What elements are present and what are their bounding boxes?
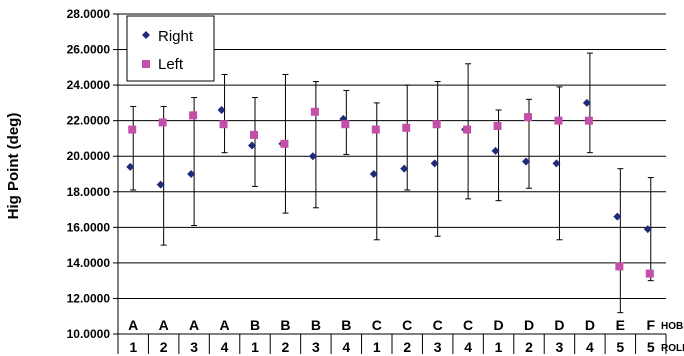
hobb-label: C xyxy=(463,317,473,333)
roll-label: 2 xyxy=(160,339,168,355)
roll-label: 2 xyxy=(282,339,290,355)
right-point xyxy=(369,170,378,178)
hobb-label: C xyxy=(372,317,382,333)
axis-layer xyxy=(113,13,667,354)
error-layer xyxy=(130,52,654,314)
roll-label: 3 xyxy=(556,339,564,355)
roll-label: 3 xyxy=(312,339,320,355)
hobb-label: F xyxy=(646,317,655,333)
roll-label: 3 xyxy=(190,339,198,355)
left-point xyxy=(189,111,198,120)
roll-label: 4 xyxy=(586,339,594,355)
right-point xyxy=(582,98,591,107)
left-point xyxy=(554,116,563,125)
hobb-row-label: HOBB xyxy=(661,321,684,332)
roll-label: 4 xyxy=(221,339,229,355)
grid-layer xyxy=(118,13,666,299)
left-point xyxy=(402,123,411,132)
left-point xyxy=(493,122,502,130)
roll-label: 2 xyxy=(525,339,533,355)
roll-label: 5 xyxy=(647,339,655,355)
y-tick-label: 20.0000 xyxy=(67,149,111,163)
right-point xyxy=(643,225,652,234)
y-tick-label: 22.0000 xyxy=(67,114,111,128)
right-point xyxy=(187,170,196,178)
y-tick-label: 24.0000 xyxy=(67,78,111,92)
hobb-label: D xyxy=(585,317,595,333)
y-tick-label: 14.0000 xyxy=(67,256,111,270)
left-point xyxy=(158,118,167,127)
left-point xyxy=(219,120,228,129)
roll-label: 1 xyxy=(129,339,137,355)
legend-right-marker xyxy=(142,31,150,39)
hobb-label: A xyxy=(159,317,169,333)
legend-box xyxy=(126,15,215,82)
left-point xyxy=(645,269,654,278)
y-tick-label: 26.0000 xyxy=(67,43,111,57)
y-tick-label: 10.0000 xyxy=(67,327,111,341)
legend-left-marker xyxy=(142,60,150,68)
right-point xyxy=(248,141,256,150)
roll-label: 1 xyxy=(495,339,503,355)
left-point xyxy=(371,125,380,134)
point-layer xyxy=(126,98,654,278)
right-point xyxy=(491,146,500,155)
left-point xyxy=(250,130,258,139)
left-point xyxy=(341,120,350,129)
y-tick-label: 28.0000 xyxy=(67,7,111,21)
right-point xyxy=(522,157,530,166)
roll-row-label: ROLL xyxy=(661,343,684,354)
roll-label: 3 xyxy=(434,339,442,355)
right-point xyxy=(552,159,561,168)
y-tick-label: 18.0000 xyxy=(67,185,111,199)
right-point xyxy=(308,152,317,161)
hobb-label: A xyxy=(128,317,138,333)
hobb-label: A xyxy=(219,317,229,333)
roll-label: 4 xyxy=(342,339,350,355)
left-point xyxy=(463,125,472,134)
hobb-label: C xyxy=(433,317,443,333)
hobb-label: A xyxy=(189,317,199,333)
roll-label: 5 xyxy=(616,339,624,355)
left-point xyxy=(310,107,319,116)
legend-right-label: Right xyxy=(158,28,194,45)
left-point xyxy=(432,120,441,129)
label-layer: 10.0000 12.0000 14.0000 16.0000 18.0000 20.00… xyxy=(67,7,656,355)
roll-label: 1 xyxy=(251,339,259,355)
left-point xyxy=(128,125,137,134)
roll-label: 1 xyxy=(373,339,381,355)
left-point xyxy=(615,262,624,271)
left-point xyxy=(524,113,532,122)
right-point xyxy=(156,180,165,189)
y-tick-label: 12.0000 xyxy=(67,291,111,305)
hobb-label: D xyxy=(493,317,503,333)
legend: Right Left xyxy=(126,15,215,82)
right-point xyxy=(400,164,409,173)
roll-label: 2 xyxy=(403,339,411,355)
hobb-label: B xyxy=(311,317,321,333)
left-point xyxy=(584,116,593,125)
right-point xyxy=(430,159,439,168)
y-axis-label: Hig Point (deg) xyxy=(5,113,22,220)
hobb-label: D xyxy=(554,317,564,333)
hobb-label: B xyxy=(280,317,290,333)
right-point xyxy=(217,106,226,114)
right-point xyxy=(613,212,622,221)
y-tick-label: 16.0000 xyxy=(67,220,111,234)
hobb-label: D xyxy=(524,317,534,333)
hobb-label: B xyxy=(250,317,260,333)
roll-label: 4 xyxy=(464,339,472,355)
left-point xyxy=(280,139,289,148)
hobb-label: E xyxy=(616,317,625,333)
legend-left-label: Left xyxy=(158,56,184,73)
hobb-label: C xyxy=(402,317,412,333)
right-point xyxy=(126,162,135,171)
hobb-label: B xyxy=(341,317,351,333)
